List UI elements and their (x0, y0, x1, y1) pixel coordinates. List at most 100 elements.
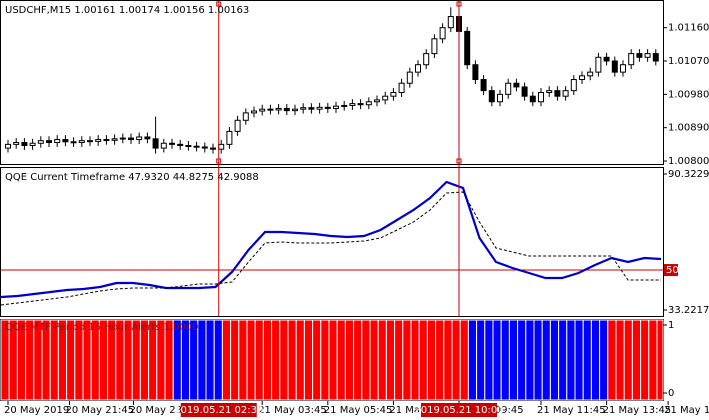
candle-body (152, 138, 159, 149)
candle-body (308, 107, 315, 110)
candle-body (513, 82, 520, 88)
candle-body (37, 140, 44, 144)
state-bar (508, 319, 519, 401)
candle-body (357, 103, 364, 106)
y-tick-label: 33.2217 (668, 305, 709, 316)
candle-body (62, 139, 69, 143)
state-bar (549, 319, 560, 401)
x-tick-label: 20 May 23:45 (129, 405, 198, 416)
state-bar (262, 319, 273, 401)
state-bar (623, 319, 633, 401)
state-bar (353, 319, 363, 401)
candle-body (398, 82, 405, 94)
y-tick-label: 1 (668, 320, 674, 331)
y-tick-label: 1.01070 (668, 56, 709, 67)
candle-body (136, 136, 143, 141)
candle-body (210, 147, 216, 150)
candle-body (341, 104, 348, 107)
candle-body (374, 99, 380, 103)
state-bar (410, 319, 420, 401)
state-bar (197, 319, 207, 401)
candle-body (218, 143, 225, 150)
candle-body (177, 143, 184, 146)
state-bar (426, 319, 437, 401)
state-bar (287, 319, 297, 401)
candle-body (595, 56, 602, 73)
state-bar (590, 319, 601, 401)
candle-body (324, 106, 331, 109)
candle-body (382, 95, 389, 101)
candle-body (185, 144, 192, 147)
candle-body (226, 130, 233, 145)
state-bar (402, 319, 412, 401)
candle-body (521, 86, 528, 97)
crosshair-label: 2019.05.21 02:30 (174, 405, 263, 416)
state-bar (451, 319, 461, 401)
candle-body (70, 141, 77, 144)
indicator-layer: 50 90.3229 33.2217 (0, 169, 709, 316)
candle-body (29, 142, 36, 146)
state-bar (221, 319, 232, 401)
price-panel (0, 0, 664, 165)
candle-body (119, 137, 126, 140)
candle-body (144, 136, 151, 140)
state-bar (558, 319, 568, 401)
candle-body (21, 142, 28, 146)
candle-body (480, 79, 487, 92)
state-bar (320, 319, 330, 401)
candle-body (365, 101, 372, 106)
state-bar (369, 319, 379, 401)
candle-body (538, 92, 544, 103)
y-tick-label: 1.00890 (668, 123, 709, 134)
state-bar (599, 319, 609, 401)
level-label-box (664, 264, 678, 277)
candle-body (546, 90, 553, 94)
candle-body (95, 139, 102, 142)
state-bar (648, 319, 658, 401)
candle-body (603, 56, 610, 62)
candle-body (234, 119, 241, 132)
state-bar (279, 319, 289, 401)
candle-body (78, 140, 85, 144)
candle-body (292, 108, 298, 112)
y-tick-label: 1.00800 (668, 156, 709, 167)
x-tick-label: 21 May 15:45 (664, 405, 709, 416)
crosshair-handle (216, 158, 222, 164)
y-tick-label: 90.3229 (668, 169, 709, 180)
candle-body (644, 53, 651, 58)
candle-body (283, 107, 290, 112)
state-bar (525, 319, 535, 401)
candle-body (267, 108, 274, 111)
x-tick-label: 21 May 03:45 (258, 405, 327, 416)
x-tick-label: 20 May 2019 (4, 405, 69, 416)
candle-body (464, 30, 471, 66)
candle-body (390, 92, 397, 97)
state-bar (500, 319, 510, 401)
candle-body (431, 38, 438, 55)
candle-body (497, 93, 503, 103)
state-bar (377, 319, 387, 401)
state-bar (394, 319, 404, 401)
candle-body (316, 106, 323, 110)
x-tick-label: 21 May 11:45 (537, 405, 606, 416)
candle-body (300, 107, 307, 110)
state-bar (476, 319, 486, 401)
candle-body (111, 138, 118, 141)
state-bar (607, 319, 617, 401)
candle-body (242, 112, 249, 121)
candle-body (406, 71, 413, 84)
candle-body (251, 110, 257, 114)
signal-line (0, 191, 661, 306)
candle-body (488, 90, 495, 103)
state-bar (484, 319, 494, 401)
candle-body (628, 53, 635, 66)
candle-body (54, 139, 61, 144)
candle-body (103, 139, 110, 142)
candle-body (652, 53, 659, 62)
state-bar (615, 319, 625, 401)
state-bar (467, 319, 478, 401)
state-bar (238, 319, 248, 401)
state-bar (443, 319, 453, 401)
crosshair-label-box (421, 403, 497, 417)
